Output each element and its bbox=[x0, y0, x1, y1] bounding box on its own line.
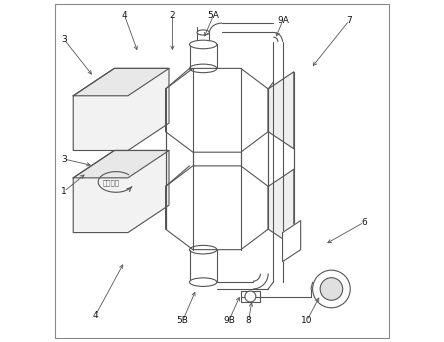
Polygon shape bbox=[166, 166, 268, 250]
Polygon shape bbox=[73, 68, 169, 96]
Text: 3: 3 bbox=[61, 155, 67, 163]
Polygon shape bbox=[73, 150, 169, 233]
Text: 7: 7 bbox=[346, 16, 352, 25]
Text: 8: 8 bbox=[246, 316, 252, 325]
Text: 10: 10 bbox=[301, 316, 313, 325]
Ellipse shape bbox=[197, 30, 210, 35]
Text: 9B: 9B bbox=[223, 316, 235, 325]
Polygon shape bbox=[166, 68, 268, 152]
Polygon shape bbox=[268, 169, 294, 246]
Text: 6: 6 bbox=[361, 218, 367, 227]
Polygon shape bbox=[268, 72, 294, 149]
Ellipse shape bbox=[190, 278, 217, 287]
Circle shape bbox=[320, 278, 343, 300]
Text: 1: 1 bbox=[61, 187, 67, 196]
Text: 4: 4 bbox=[93, 311, 98, 320]
Text: 5A: 5A bbox=[207, 11, 219, 20]
Text: 4: 4 bbox=[122, 11, 127, 20]
Circle shape bbox=[313, 270, 350, 308]
Text: 9A: 9A bbox=[277, 16, 289, 25]
Polygon shape bbox=[282, 221, 301, 262]
Circle shape bbox=[245, 291, 256, 302]
Ellipse shape bbox=[190, 40, 217, 49]
Text: 旋转方向: 旋转方向 bbox=[103, 180, 119, 186]
Polygon shape bbox=[241, 291, 260, 302]
Text: 3: 3 bbox=[61, 35, 67, 44]
Text: 2: 2 bbox=[170, 11, 175, 20]
Polygon shape bbox=[73, 68, 169, 150]
Text: 5B: 5B bbox=[177, 316, 189, 325]
Polygon shape bbox=[73, 150, 169, 178]
